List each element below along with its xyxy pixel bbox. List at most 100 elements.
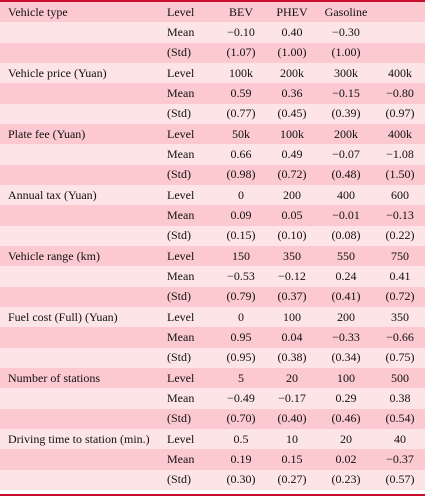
cell-value: 400k <box>375 62 425 84</box>
cell-value: (0.40) <box>267 408 317 429</box>
cell-value: (1.00) <box>267 42 317 63</box>
cell-value: (0.79) <box>215 286 267 307</box>
cell-value: 600 <box>375 184 425 206</box>
cell-value: −0.10 <box>215 22 267 43</box>
cell-value: 0.41 <box>375 266 425 287</box>
cell-value: 200 <box>267 184 317 206</box>
cell-value: 0.09 <box>215 205 267 226</box>
cell-value: (0.34) <box>317 347 375 368</box>
attribute-name: Driving time to station (min.) <box>0 428 165 450</box>
cell-value: (0.30) <box>215 469 267 490</box>
cell-value: (0.77) <box>215 103 267 124</box>
cell-value: 0.66 <box>215 144 267 165</box>
cell-value: −0.33 <box>317 327 375 348</box>
table-row: (Std) (0.98) (0.72) (0.48) (1.50) <box>0 164 425 185</box>
table-row: Vehicle range (km) Level 150 350 550 750 <box>0 245 425 267</box>
cell-value: 0.38 <box>375 388 425 409</box>
cell-value: −0.37 <box>375 449 425 470</box>
cell-value: 0.49 <box>267 144 317 165</box>
empty-cell <box>0 83 165 104</box>
cell-value: (0.15) <box>215 225 267 246</box>
empty-cell <box>0 327 165 348</box>
cell-value: (1.07) <box>215 42 267 63</box>
table-row: Number of stations Level 5 20 100 500 <box>0 367 425 389</box>
cell-value: (0.38) <box>267 347 317 368</box>
cell-value: 750 <box>375 245 425 267</box>
cell-value: (0.39) <box>317 103 375 124</box>
cell-value: (0.98) <box>215 164 267 185</box>
cell-value: 0.59 <box>215 83 267 104</box>
empty-cell <box>0 42 165 63</box>
cell-value: −0.07 <box>317 144 375 165</box>
row-label: (Std) <box>165 347 215 368</box>
empty-cell <box>0 103 165 124</box>
cell-value: −0.30 <box>317 22 375 43</box>
cell-value: 100k <box>267 123 317 145</box>
table-row: (Std) (0.79) (0.37) (0.41) (0.72) <box>0 286 425 307</box>
cell-value: 0.36 <box>267 83 317 104</box>
cell-value: (0.75) <box>375 347 425 368</box>
cell-value: 50k <box>215 123 267 145</box>
table-row: (Std) (0.95) (0.38) (0.34) (0.75) <box>0 347 425 368</box>
table-row: Mean 0.09 0.05 −0.01 −0.13 <box>0 205 425 226</box>
cell-value: 5 <box>215 367 267 389</box>
empty-cell <box>0 266 165 287</box>
cell-value: 500 <box>375 367 425 389</box>
row-label: Level <box>165 367 215 389</box>
cell-value: 100 <box>267 306 317 328</box>
cell-value: (0.72) <box>375 286 425 307</box>
row-label: Mean <box>165 327 215 348</box>
table-row: Mean 0.66 0.49 −0.07 −1.08 <box>0 144 425 165</box>
row-label: Mean <box>165 388 215 409</box>
table-row: Driving time to station (min.) Level 0.5 10… <box>0 428 425 450</box>
cell-value: 0.04 <box>267 327 317 348</box>
cell-value: 20 <box>317 428 375 450</box>
cell-value: 350 <box>267 245 317 267</box>
empty-cell <box>0 225 165 246</box>
cell-value: 550 <box>317 245 375 267</box>
cell-value: (0.08) <box>317 225 375 246</box>
cell-value: Gasoline <box>317 2 375 23</box>
attribute-name: Plate fee (Yuan) <box>0 123 165 145</box>
cell-value: −0.15 <box>317 83 375 104</box>
cell-value: (0.41) <box>317 286 375 307</box>
cell-value: (0.54) <box>375 408 425 429</box>
cell-value: 150 <box>215 245 267 267</box>
row-label: Mean <box>165 205 215 226</box>
empty-cell <box>0 408 165 429</box>
cell-value: 0.95 <box>215 327 267 348</box>
row-label: (Std) <box>165 286 215 307</box>
cell-value: BEV <box>215 2 267 23</box>
cell-value: 20 <box>267 367 317 389</box>
cell-value: 0.40 <box>267 22 317 43</box>
row-label: (Std) <box>165 42 215 63</box>
cell-value: 200 <box>317 306 375 328</box>
table-row: Mean 0.95 0.04 −0.33 −0.66 <box>0 327 425 348</box>
cell-value: (1.50) <box>375 164 425 185</box>
table-row: (Std) (0.30) (0.27) (0.23) (0.57) <box>0 469 425 490</box>
row-label: (Std) <box>165 469 215 490</box>
row-label: Mean <box>165 144 215 165</box>
cell-value: 100 <box>317 367 375 389</box>
table-row: Mean −0.53 −0.12 0.24 0.41 <box>0 266 425 287</box>
cell-value: 0.19 <box>215 449 267 470</box>
empty-cell <box>0 144 165 165</box>
cell-value: (0.72) <box>267 164 317 185</box>
cell-value: 0.05 <box>267 205 317 226</box>
cell-value: 0.15 <box>267 449 317 470</box>
empty-cell <box>375 2 425 23</box>
attribute-name: Vehicle price (Yuan) <box>0 62 165 84</box>
cell-value: 40 <box>375 428 425 450</box>
table-row: Plate fee (Yuan) Level 50k 100k 200k 400k <box>0 123 425 145</box>
cell-value: (0.23) <box>317 469 375 490</box>
cell-value: (0.10) <box>267 225 317 246</box>
cell-value: (0.46) <box>317 408 375 429</box>
table-row: Mean −0.49 −0.17 0.29 0.38 <box>0 388 425 409</box>
row-label: Level <box>165 123 215 145</box>
cell-value: (0.27) <box>267 469 317 490</box>
cell-value: 0.24 <box>317 266 375 287</box>
empty-cell <box>0 388 165 409</box>
row-label: Level <box>165 62 215 84</box>
cell-value: 0 <box>215 306 267 328</box>
cell-value: 300k <box>317 62 375 84</box>
